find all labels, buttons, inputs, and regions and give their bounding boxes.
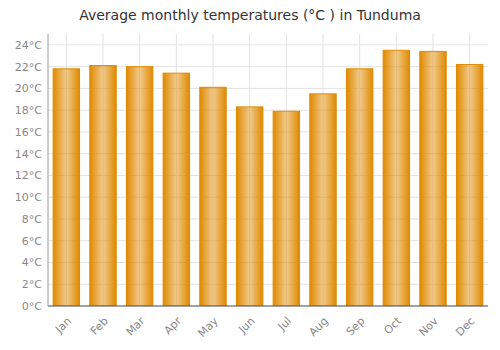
bar xyxy=(163,73,189,306)
bar xyxy=(90,66,116,306)
y-tick-label: 10°C xyxy=(15,191,42,204)
grid-line-y xyxy=(48,44,488,45)
bar xyxy=(200,87,226,306)
y-tick-label: 0°C xyxy=(22,300,42,313)
x-tick-label: Dec xyxy=(453,315,477,339)
bar xyxy=(420,51,446,306)
bar xyxy=(383,50,409,306)
y-tick-label: 12°C xyxy=(15,169,42,182)
grid-line-y xyxy=(48,306,488,307)
x-tick-label: Nov xyxy=(416,314,441,339)
x-tick-label: May xyxy=(195,314,221,340)
bar xyxy=(346,69,372,306)
bars xyxy=(53,50,483,306)
x-tick-label: Mar xyxy=(124,314,148,338)
bar xyxy=(310,94,336,306)
x-axis-line xyxy=(48,306,488,307)
x-tick-label: Jul xyxy=(275,315,294,334)
y-tick-label: 24°C xyxy=(15,39,42,52)
x-tick-label: Jan xyxy=(52,315,74,337)
x-tick-label: Jun xyxy=(235,315,257,337)
y-tick-label: 8°C xyxy=(22,213,42,226)
bar xyxy=(53,69,79,306)
x-tick-label: Apr xyxy=(161,314,184,337)
bar xyxy=(456,64,482,306)
x-tick-label: Sep xyxy=(344,315,368,339)
bar xyxy=(126,67,152,306)
y-axis-line xyxy=(48,34,49,306)
y-tick-label: 6°C xyxy=(22,235,42,248)
x-tick-label: Aug xyxy=(306,315,330,339)
x-tick-label: Feb xyxy=(88,315,111,338)
y-tick-label: 16°C xyxy=(15,126,42,139)
y-tick-label: 20°C xyxy=(15,82,42,95)
y-tick-label: 22°C xyxy=(15,61,42,74)
y-tick-label: 18°C xyxy=(15,104,42,117)
x-tick-label: Oct xyxy=(381,314,404,337)
chart: Average monthly temperatures (°C ) in Tu… xyxy=(0,0,500,350)
bar xyxy=(273,111,299,306)
chart-container: Average monthly temperatures (°C ) in Tu… xyxy=(0,0,500,350)
grid xyxy=(48,34,488,306)
title: Average monthly temperatures (°C ) in Tu… xyxy=(79,7,421,23)
y-tick-label: 4°C xyxy=(22,256,42,269)
bar xyxy=(236,107,262,306)
y-tick-label: 14°C xyxy=(15,148,42,161)
y-tick-label: 2°C xyxy=(22,278,42,291)
